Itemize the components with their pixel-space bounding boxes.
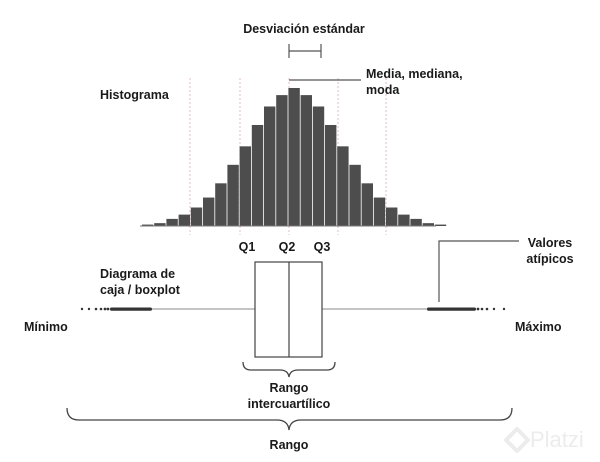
outliers-label-line1: Valores [528, 236, 573, 250]
histogram-bar [215, 183, 227, 226]
min-label: Mínimo [24, 320, 68, 334]
histogram-bar [386, 207, 398, 226]
histogram-bar [373, 197, 386, 226]
histogram-bar [410, 218, 422, 226]
histogram-bar [288, 88, 300, 226]
histogram-bar [227, 164, 239, 226]
histogram-bar [325, 124, 337, 226]
histogram-bar [349, 164, 361, 226]
histogram-bar [203, 197, 215, 226]
histogram-bar [312, 106, 325, 226]
watermark-text: Platzi [530, 427, 584, 452]
iqr-label-line2: intercuartílico [248, 397, 331, 411]
histogram-bar [178, 214, 190, 226]
histogram-bar [166, 218, 178, 226]
histogram-bar [398, 214, 410, 226]
histogram-bar [251, 124, 264, 226]
boxplot-label-line1: Diagrama de [100, 267, 175, 281]
iqr-label-line1: Rango [270, 381, 309, 395]
outliers-label-line2: atípicos [526, 252, 573, 266]
range-brace [66, 407, 513, 431]
outliers-high [427, 307, 506, 311]
mean-label-line1: Media, mediana, [366, 67, 463, 81]
histogram-bar [239, 146, 251, 226]
histogram-bar [264, 106, 276, 226]
histogram-bar [142, 224, 154, 226]
histogram-bar [337, 146, 349, 226]
boxplot-label-line2: caja / boxplot [100, 283, 181, 297]
mean-label-line2: moda [366, 83, 400, 97]
histogram-bar [276, 95, 288, 226]
histogram-bar [361, 183, 373, 226]
histogram-bar [190, 207, 203, 226]
iqr-brace [242, 361, 336, 378]
histogram-bar [300, 95, 312, 226]
std-dev-bracket [288, 44, 322, 58]
histogram-bar [154, 223, 166, 226]
platzi-watermark: Platzi [504, 427, 584, 453]
q2-label: Q2 [279, 240, 296, 254]
max-label: Máximo [515, 320, 562, 334]
histogram-bar [422, 223, 434, 226]
q1-label: Q1 [239, 240, 256, 254]
std-dev-label: Desviación estándar [243, 22, 365, 36]
q3-label: Q3 [314, 240, 331, 254]
histogram-bar [434, 224, 447, 226]
platzi-logo-icon [504, 427, 530, 453]
outliers-low [80, 307, 152, 311]
histogram-label: Histograma [100, 88, 170, 102]
outliers-pointer-line [438, 240, 519, 302]
range-label: Rango [270, 438, 309, 452]
histogram [142, 88, 447, 226]
